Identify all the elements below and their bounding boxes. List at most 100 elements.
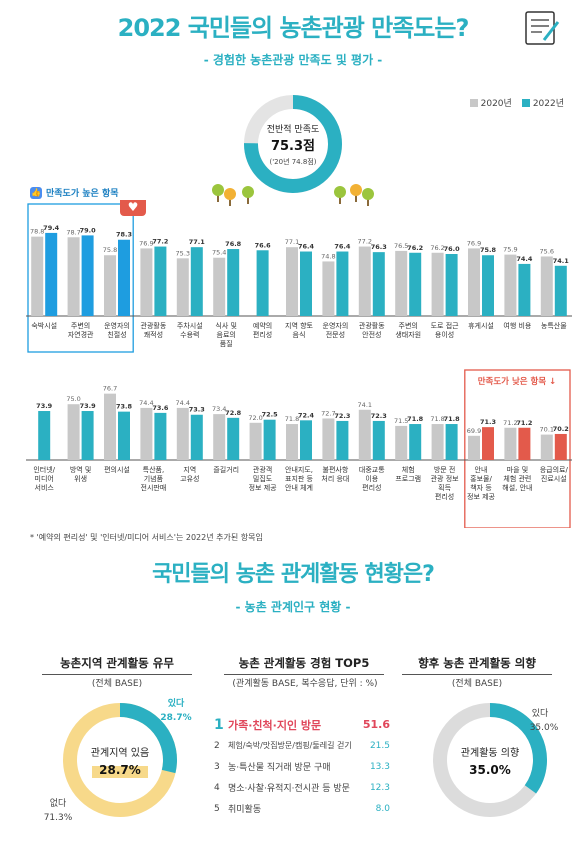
data-label-2020: 74.8 (321, 252, 335, 260)
item-value: 8.0 (375, 803, 390, 814)
bar-2020 (431, 252, 444, 316)
tick-label: 관광객 밀집도 정보 제공 (249, 465, 278, 492)
bar-2022 (518, 427, 531, 460)
bar-2020 (104, 393, 116, 460)
data-label-2022: 72.3 (371, 412, 387, 420)
data-label-2022: 72.3 (334, 412, 350, 420)
slice-label-yes: 있다 (532, 707, 549, 719)
data-label-2022: 73.9 (80, 402, 97, 410)
item-value: 51.6 (362, 718, 390, 731)
tick-label-line: 프로그램 (395, 475, 421, 483)
bar-2022 (336, 251, 349, 316)
bar-2020 (358, 409, 371, 460)
tick-label: 지역 고유성 (180, 465, 199, 483)
bar-2020 (140, 248, 153, 316)
bar-2022 (118, 411, 130, 460)
data-label-2022: 70.2 (553, 425, 569, 433)
bar-2020 (540, 256, 553, 316)
tick-label: 관광활동 안전성 (359, 321, 385, 339)
donut-center-value: 28.7% (99, 763, 141, 777)
tick-label-line: 마을 및 (507, 465, 529, 474)
bar-2022 (409, 252, 422, 316)
bar-2022 (300, 420, 312, 460)
bar-2022 (190, 414, 203, 460)
tick-label-line: 도로 접근 (431, 322, 460, 330)
high-highlight-box (27, 203, 134, 353)
bar-2022 (372, 420, 385, 460)
tick-label: 주변의 생태자원 (395, 321, 421, 339)
tick-label: 즐길거리 (213, 465, 239, 474)
satisfaction-bars-top: 78.879.4 숙박시설 78.779.0 주변의 자연경관 75.8 78.3 운영자의 친… (26, 200, 572, 353)
data-label-2020: 71.5 (394, 417, 408, 425)
data-label-2022: 76.3 (371, 243, 387, 251)
data-label-2020: 76.9 (139, 239, 153, 247)
donut-center-label: 관계지역 있음 (91, 747, 149, 759)
data-label-2020: 75.0 (66, 395, 80, 403)
bar-2022 (227, 417, 240, 460)
slice-label-no: 없다 (50, 798, 67, 809)
tick-label-line: 미디어 (35, 474, 54, 483)
tick-label-line: 밀집도 (253, 474, 273, 483)
data-label-2022: 73.3 (189, 406, 205, 414)
tree-icon (224, 188, 236, 200)
rank: 4 (214, 782, 220, 793)
bar-2020 (504, 427, 517, 460)
intent-donut: 관계활동 의향 35.0% 있다 35.0% (433, 703, 559, 817)
tick-label-line: 응급의료/ (540, 465, 569, 474)
tick-label: 여행 비용 (503, 321, 532, 330)
data-label-2020: 71.2 (503, 419, 517, 427)
tree-icon (334, 186, 346, 198)
bar-2022 (445, 424, 458, 460)
rank: 5 (214, 803, 220, 814)
bar-2022 (336, 420, 349, 460)
tick-label-line: 친절성 (107, 330, 126, 339)
data-label-2020: 74.1 (358, 401, 372, 409)
tree-icon (362, 188, 374, 200)
data-label-2022: 71.3 (480, 418, 496, 426)
tick-label-line: 전시판매 (141, 483, 167, 492)
tick-label-line: 숙박시설 (31, 321, 57, 330)
tree-trunk (339, 194, 341, 204)
tick-label: 운영자의 전문성 (323, 321, 349, 339)
tick-label-line: 주변의 (399, 321, 418, 330)
data-label-2020: 76.5 (394, 242, 408, 250)
slice-value-yes: 28.7% (160, 713, 191, 723)
tick-label-line: 책자 등 (470, 483, 492, 492)
bar-2020 (213, 414, 226, 460)
tick-label-line: 방문 전 (434, 465, 456, 474)
tick-label-line: 서비스 (35, 483, 55, 492)
bar-2020 (431, 424, 444, 460)
tick-label-line: 편리성 (253, 330, 272, 339)
tick-label-line: 즐길거리 (213, 465, 239, 474)
footnote: * '예약의 편리성' 및 '인터넷/미디어 서비스'는 2022년 추가된 항… (30, 533, 263, 542)
high-tag-label: 만족도가 높은 항목 (46, 189, 119, 199)
legend-2022: 2022년 (532, 99, 564, 109)
data-label-2020: 77.1 (285, 238, 299, 246)
data-label-2020: 76.9 (467, 239, 481, 247)
tick-label-line: 안내 체계 (285, 483, 313, 492)
tick-label-line: 안내 (475, 465, 488, 474)
legend-2020: 2020년 (480, 99, 512, 109)
bar-2022 (81, 411, 94, 460)
tick-label: 운영자의 친절성 (104, 321, 130, 339)
data-label-2022: 76.2 (407, 244, 423, 252)
item-label: 체험/숙박/맛집방문/캠핑/둘레길 걷기 (228, 741, 352, 750)
tick-label-line: 편의시설 (104, 465, 130, 474)
bar-2020 (104, 255, 116, 316)
panel1-title: 농촌지역 관계활동 유무 (42, 655, 192, 675)
list-item: 3 농·특산물 직거래 방문 구매 13.3 (214, 756, 390, 777)
bar-2022 (227, 249, 240, 316)
overall-gauge: 전반적 만족도 75.3점 ('20년 74.8점) (212, 95, 374, 206)
bar-2020 (540, 434, 553, 460)
tick-label: 주변의 자연경관 (68, 321, 94, 339)
data-label-2020: 78.8 (30, 228, 44, 236)
tick-label: 인터넷/미디어 서비스 (33, 465, 55, 492)
data-label-2020: 74.4 (139, 399, 153, 407)
tick-label: 불편사항 처리 응대 (321, 465, 349, 483)
gauge-value: 75.3점 (271, 139, 315, 154)
bar-2020 (286, 424, 298, 460)
bar-2020 (286, 247, 298, 316)
data-label-2020: 77.2 (358, 238, 372, 246)
tick-label-line: 기념품 (144, 474, 164, 483)
slice-label-yes: 있다 (168, 697, 185, 709)
